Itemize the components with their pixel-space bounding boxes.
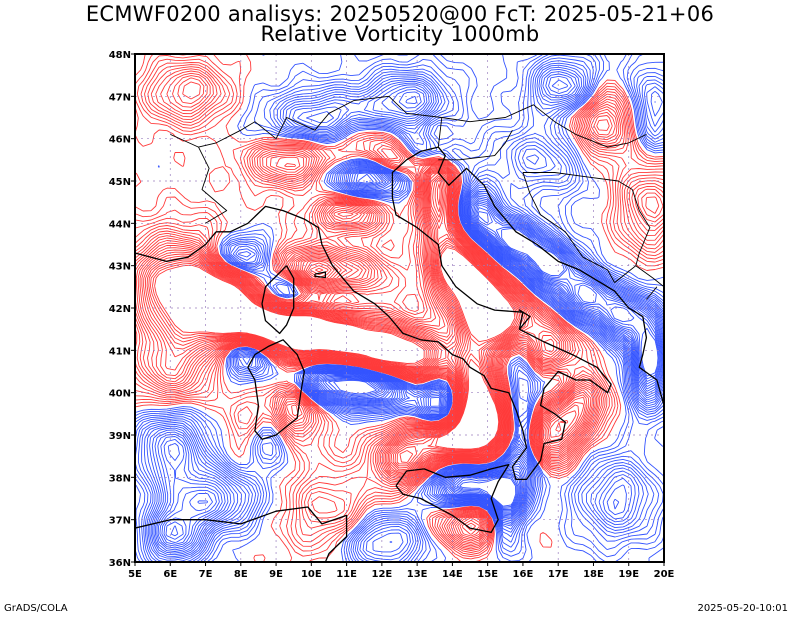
vorticity-contour: [154, 247, 516, 463]
plot-area: [135, 54, 664, 562]
coastline: [247, 339, 305, 440]
vorticity-contour: [135, 60, 664, 562]
lat-tick-label: 36N: [109, 558, 131, 569]
country-border: [614, 189, 651, 283]
vorticity-contour: [159, 180, 664, 547]
lon-tick-label: 13E: [407, 569, 428, 580]
coastline: [135, 506, 348, 562]
vorticity-contour: [151, 73, 664, 556]
vorticity-contour: [135, 54, 664, 562]
coastlines: [135, 95, 664, 562]
lat-tick-label: 37N: [109, 516, 131, 527]
map-title: ECMWF0200 analisys: 20250520@00 FcT: 202…: [85, 2, 715, 26]
lon-tick-label: 17E: [548, 569, 569, 580]
vorticity-contour: [135, 72, 664, 545]
lat-tick-label: 42N: [109, 304, 131, 315]
vorticity-contour: [135, 54, 664, 562]
country-border: [198, 95, 442, 224]
lat-tick-label: 38N: [109, 473, 131, 484]
lon-tick-label: 10E: [301, 569, 322, 580]
vorticity-contour: [170, 204, 661, 537]
lat-lon-grid: [135, 54, 664, 562]
vorticity-contour: [148, 177, 580, 469]
country-border: [646, 286, 658, 300]
lon-tick-label: 11E: [336, 569, 357, 580]
vorticity-contour: [156, 91, 664, 551]
vorticity-contour: [135, 57, 664, 562]
footer-credit: GrADS/COLA: [4, 603, 68, 614]
lon-tick-label: 9E: [269, 569, 283, 580]
country-border: [522, 172, 615, 283]
lat-tick-label: 40N: [109, 389, 131, 400]
footer-timestamp: 2025-05-20-10:01: [697, 603, 788, 614]
lat-tick-label: 47N: [109, 92, 131, 103]
latitude-axis: 36N 37N 38N 39N 40N 41N 42N 43N 44N 45N 46N 47N 48N: [109, 50, 135, 569]
vorticity-contour: [141, 64, 664, 562]
vorticity-contour: [135, 54, 664, 557]
map-subtitle: Relative Vorticity 1000mb: [260, 22, 540, 46]
lon-tick-label: 15E: [477, 569, 498, 580]
vorticity-contour: [144, 173, 586, 472]
vorticity-contour: [135, 54, 664, 560]
vorticity-contour: [333, 211, 659, 507]
lon-tick-label: 5E: [128, 569, 142, 580]
lon-tick-label: 16E: [513, 569, 534, 580]
lat-tick-label: 48N: [109, 50, 131, 61]
lon-tick-label: 8E: [234, 569, 248, 580]
vorticity-contour: [135, 54, 664, 562]
country-border: [522, 172, 633, 190]
vorticity-field: [135, 54, 664, 562]
vorticity-contour: [161, 199, 663, 545]
lat-tick-label: 45N: [109, 177, 131, 188]
coastline: [518, 309, 531, 330]
coastline: [135, 231, 217, 263]
vorticity-contour: [139, 170, 592, 535]
vorticity-contour: [135, 68, 664, 548]
vorticity-contour: [135, 81, 664, 540]
country-border: [635, 265, 664, 288]
vorticity-contour: [165, 202, 662, 540]
country-border: [441, 104, 647, 148]
vorticity-contour: [149, 71, 664, 557]
vorticity-contour: [135, 62, 664, 553]
longitude-axis: 5E 6E 7E 8E 9E 10E 11E 12E 13E 14E 15E 16E 17E 18E 19E…: [128, 562, 675, 580]
coastline: [314, 271, 327, 279]
country-border: [438, 129, 513, 161]
vorticity-contour: [137, 62, 664, 562]
coastline: [216, 146, 664, 481]
vorticity-contour: [135, 58, 664, 555]
vorticity-contour: [137, 119, 660, 537]
vorticity-contour: [152, 183, 569, 465]
vorticity-contour: [135, 115, 664, 539]
lon-tick-label: 20E: [654, 569, 675, 580]
vorticity-contour: [141, 171, 590, 531]
lon-tick-label: 7E: [199, 569, 213, 580]
vorticity-contour: [163, 201, 663, 543]
vorticity-contour: [135, 54, 664, 562]
lat-tick-label: 39N: [109, 431, 131, 442]
coastline: [261, 265, 295, 335]
lon-tick-label: 18E: [583, 569, 604, 580]
lat-tick-label: 41N: [109, 346, 131, 357]
vorticity-contour: [135, 54, 664, 562]
lon-tick-label: 12E: [371, 569, 392, 580]
country-border: [170, 133, 199, 148]
lat-tick-label: 46N: [109, 135, 131, 146]
vorticity-contour: [143, 66, 664, 561]
lon-tick-label: 14E: [442, 569, 463, 580]
lon-tick-label: 19E: [618, 569, 639, 580]
vorticity-contour: [135, 66, 664, 550]
vorticity-contour: [146, 175, 585, 471]
lat-tick-label: 44N: [109, 219, 131, 230]
coastline: [395, 463, 510, 534]
country-border: [437, 117, 443, 148]
lon-tick-label: 6E: [163, 569, 177, 580]
lat-tick-label: 43N: [109, 262, 131, 273]
